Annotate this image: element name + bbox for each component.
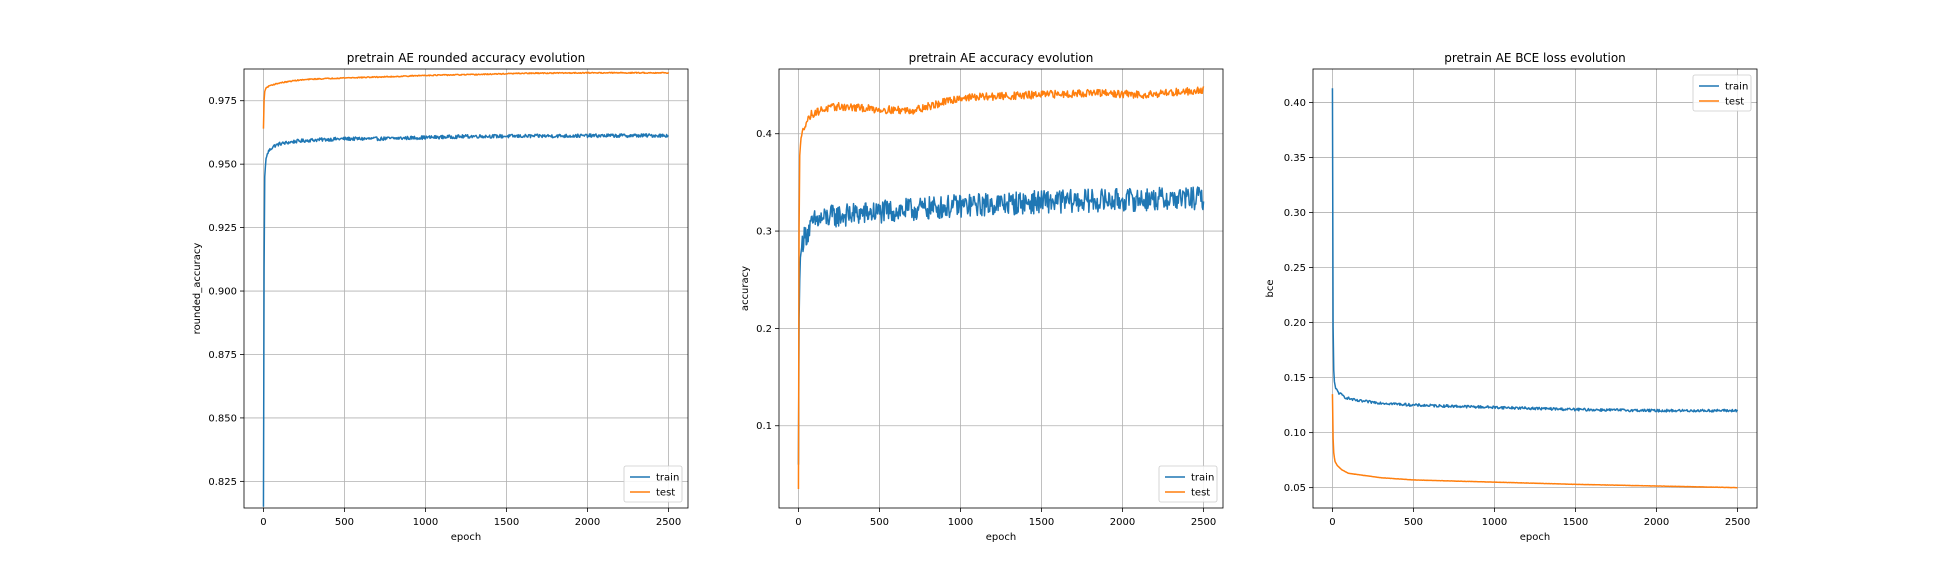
y-axis-label: rounded_accuracy [192,243,203,335]
legend-label-train: train [656,473,679,484]
series-line-train [1331,88,1739,413]
legend-label-test: test [1725,97,1744,108]
y-tick-label: 0.15 [1284,373,1306,384]
x-tick-label: 1000 [413,517,438,528]
x-tick-label: 0 [795,517,801,528]
y-tick-label: 0.2 [756,324,772,335]
x-axis-label: epoch [451,532,481,543]
plot-frame [1312,68,1758,509]
y-tick-label: 0.825 [208,477,237,488]
y-tick-label: 0.05 [1284,483,1306,494]
x-tick-label: 1000 [1482,517,1507,528]
y-tick-label: 0.4 [756,129,772,140]
legend-box [1158,465,1218,503]
y-tick-label: 0.1 [756,421,772,432]
y-axis-label: bce [1265,280,1276,298]
legend: train test [1158,465,1218,503]
x-tick-label: 1000 [948,517,973,528]
y-tick-label: 0.10 [1284,428,1306,439]
y-tick-label: 0.850 [208,413,237,424]
series-line-train [262,133,669,507]
x-tick-label: 2000 [1110,517,1135,528]
legend-label-train: train [1191,473,1214,484]
y-tick-label: 0.950 [208,160,237,171]
chart-panel-2: 0 500 1000 1500 2000 2500 0.1 0.2 0.3 0.4 pretrain… [740,51,1224,543]
y-tick-label: 0.30 [1284,208,1306,219]
chart-panel-3: 0 500 1000 1500 2000 2500 0.05 0.10 0.15 0.20 0.25… [1265,51,1758,543]
y-tick-label: 0.925 [208,223,237,234]
y-tick-label: 0.25 [1284,263,1306,274]
x-tick-label: 500 [1404,517,1423,528]
series-line-train [797,186,1205,465]
x-tick-label: 2000 [575,517,600,528]
x-axis-label: epoch [986,532,1016,543]
series-line-test [797,86,1205,490]
chart-title: pretrain AE accuracy evolution [909,51,1094,65]
x-tick-label: 0 [260,517,266,528]
x-tick-label: 2000 [1644,517,1669,528]
series-line-test [1331,394,1738,489]
x-tick-label: 2500 [1725,517,1750,528]
legend: train test [623,465,683,503]
plot-frame [243,68,689,509]
y-tick-label: 0.875 [208,350,237,361]
series-line-test [262,71,670,129]
legend-box [1692,74,1752,112]
x-tick-label: 1500 [1563,517,1588,528]
y-tick-label: 0.35 [1284,153,1306,164]
legend: train test [1692,74,1752,112]
chart-title: pretrain AE BCE loss evolution [1444,51,1626,65]
y-tick-label: 0.975 [208,96,237,107]
x-tick-label: 1500 [494,517,519,528]
y-axis-label: accuracy [740,266,751,311]
y-tick-label: 0.3 [756,227,772,238]
y-tick-label: 0.20 [1284,318,1306,329]
chart-title: pretrain AE rounded accuracy evolution [347,51,585,65]
x-axis-label: epoch [1520,532,1550,543]
x-tick-label: 500 [870,517,889,528]
legend-label-train: train [1725,82,1748,93]
legend-label-test: test [1191,488,1210,499]
x-tick-label: 1500 [1029,517,1054,528]
legend-label-test: test [656,488,675,499]
y-tick-label: 0.900 [208,287,237,298]
x-tick-label: 0 [1329,517,1335,528]
chart-panel-1: 0 500 1000 1500 2000 2500 0.825 0.850 0.875 0.900… [192,51,689,543]
x-tick-label: 2500 [1191,517,1216,528]
legend-box [623,465,683,503]
plot-frame [778,68,1224,509]
x-tick-label: 2500 [656,517,681,528]
y-tick-label: 0.40 [1284,98,1306,109]
x-tick-label: 500 [335,517,354,528]
